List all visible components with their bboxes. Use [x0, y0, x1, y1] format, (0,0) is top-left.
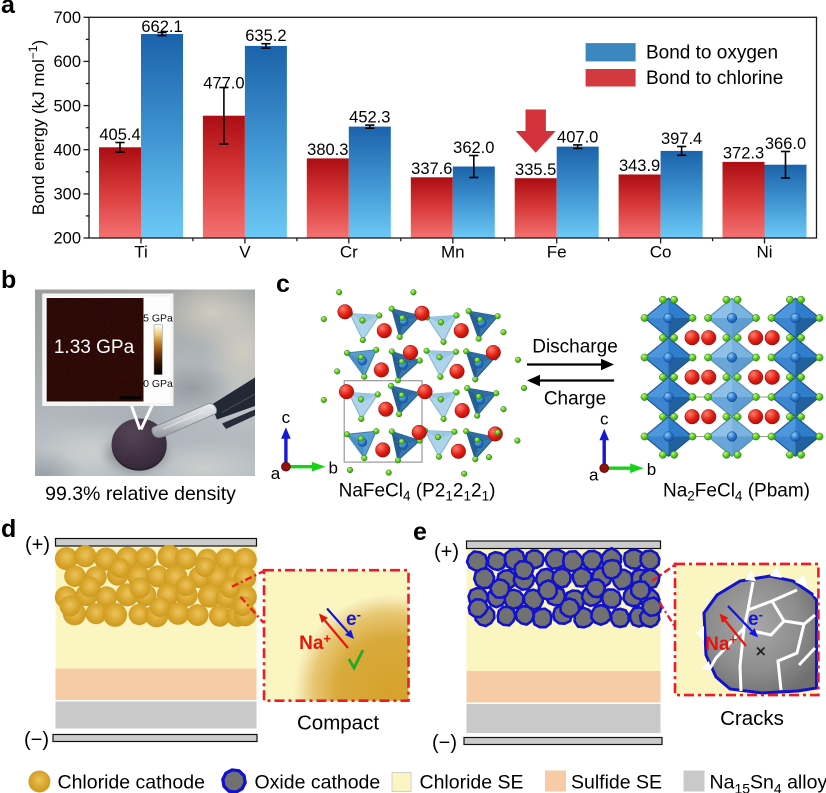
svg-text:V: V [239, 243, 251, 262]
svg-text:a: a [271, 464, 281, 483]
svg-text:662.1: 662.1 [141, 18, 182, 36]
svg-text:b: b [329, 459, 338, 478]
svg-text:1.33 GPa: 1.33 GPa [54, 337, 135, 358]
svg-text:Mn: Mn [441, 243, 465, 262]
svg-text:Ni: Ni [756, 243, 772, 262]
svg-text:0 GPa: 0 GPa [143, 378, 173, 390]
svg-text:Na+: Na+ [705, 632, 737, 655]
svg-text:(+): (+) [25, 534, 50, 556]
svg-text:343.9: 343.9 [619, 157, 660, 175]
svg-text:300: 300 [53, 186, 81, 204]
svg-text:452.3: 452.3 [349, 109, 390, 127]
svg-text:362.0: 362.0 [453, 139, 494, 157]
svg-text:NaFeCl4 (P212121): NaFeCl4 (P212121) [339, 481, 496, 504]
svg-text:Bond energy (kJ mol−1): Bond energy (kJ mol−1) [26, 40, 48, 215]
svg-text:d: d [1, 518, 16, 543]
svg-text:c: c [282, 408, 291, 427]
svg-text:Ti: Ti [134, 243, 148, 262]
svg-text:Na2FeCl4 (Pbam): Na2FeCl4 (Pbam) [663, 481, 810, 504]
svg-text:Compact: Compact [297, 712, 379, 735]
svg-text:Cr: Cr [340, 243, 358, 262]
svg-text:a: a [589, 466, 599, 485]
svg-text:Chloride SE: Chloride SE [420, 772, 524, 793]
svg-text:700: 700 [53, 9, 81, 27]
svg-text:Na15Sn4 alloy: Na15Sn4 alloy [710, 772, 826, 793]
svg-text:Cracks: Cracks [720, 707, 784, 730]
svg-text:366.0: 366.0 [765, 135, 806, 153]
svg-text:e: e [413, 518, 427, 546]
svg-text:477.0: 477.0 [203, 75, 244, 93]
svg-text:335.5: 335.5 [515, 161, 556, 179]
svg-text:500: 500 [53, 97, 81, 115]
svg-text:400: 400 [53, 141, 81, 159]
svg-text:Discharge: Discharge [532, 337, 618, 358]
svg-text:(+): (+) [434, 541, 459, 563]
svg-text:b: b [647, 460, 656, 479]
svg-text:Sulfide SE: Sulfide SE [571, 772, 662, 793]
svg-text:99.3% relative density: 99.3% relative density [45, 483, 236, 505]
svg-text:5 GPa: 5 GPa [143, 313, 173, 325]
svg-text:372.3: 372.3 [723, 145, 764, 163]
svg-text:c: c [600, 410, 609, 429]
svg-text:600: 600 [53, 53, 81, 71]
svg-text:Co: Co [650, 243, 672, 262]
svg-text:Charge: Charge [544, 389, 606, 410]
svg-text:Oxide cathode: Oxide cathode [255, 772, 381, 793]
svg-text:Bond to oxygen: Bond to oxygen [646, 43, 778, 64]
svg-text:397.4: 397.4 [661, 130, 702, 148]
svg-text:Bond to chlorine: Bond to chlorine [646, 68, 783, 89]
svg-text:Fe: Fe [547, 243, 567, 262]
svg-text:407.0: 407.0 [557, 128, 598, 146]
svg-text:380.3: 380.3 [307, 141, 348, 159]
svg-text:c: c [276, 270, 290, 298]
svg-text:(−): (−) [432, 732, 457, 754]
svg-text:a: a [1, 0, 16, 19]
svg-text:200: 200 [53, 230, 81, 248]
svg-text:337.6: 337.6 [411, 160, 452, 178]
svg-text:405.4: 405.4 [99, 126, 140, 144]
svg-text:Na+: Na+ [299, 631, 331, 654]
svg-text:Chloride cathode: Chloride cathode [58, 772, 205, 793]
svg-text:(−): (−) [24, 729, 49, 751]
svg-text:635.2: 635.2 [245, 27, 286, 45]
svg-text:b: b [1, 268, 16, 294]
